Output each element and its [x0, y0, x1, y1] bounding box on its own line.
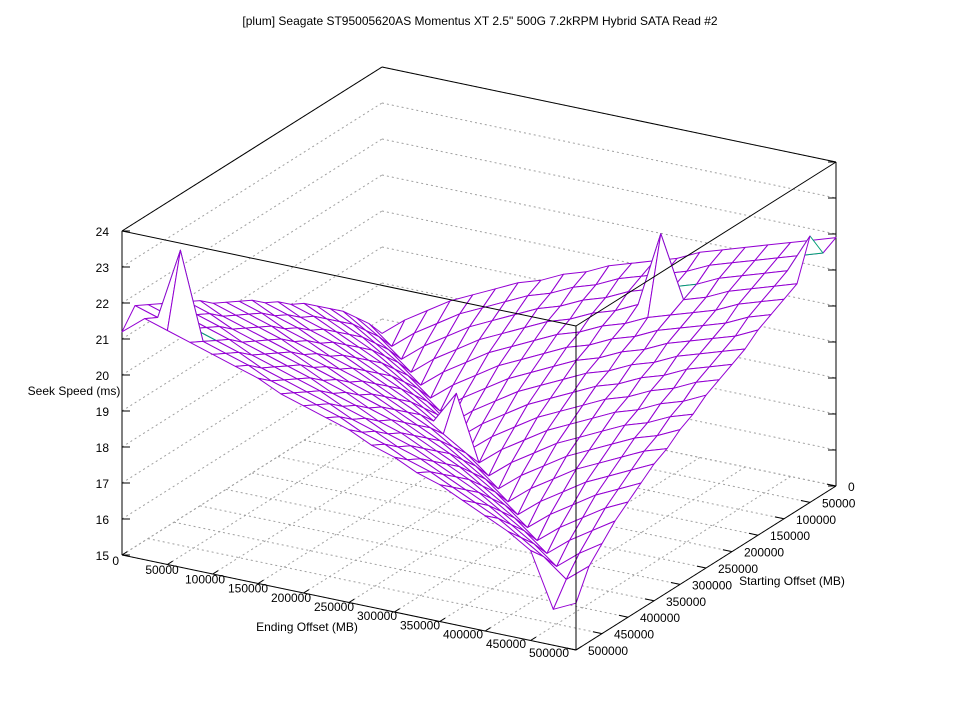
y-tick-label: 450000: [614, 628, 654, 642]
z-tick-label: 18: [96, 441, 110, 455]
x-tick-label: 200000: [271, 591, 311, 605]
box-edge-top-back: [381, 66, 837, 163]
base-grid-line-y: [225, 488, 681, 585]
x-tick-label: 400000: [443, 628, 483, 642]
z-tick-label: 15: [96, 549, 110, 563]
y-tick-mark: [774, 516, 785, 520]
x-tick-mark: [575, 646, 582, 651]
x-tick-mark: [348, 598, 355, 603]
back-wall-grid-line: [121, 138, 383, 304]
x-tick-label: 100000: [185, 572, 225, 586]
y-tick-mark: [748, 532, 759, 536]
x-tick-mark: [484, 627, 491, 632]
base-grid-line-x: [530, 476, 791, 641]
y-tick-mark: [618, 614, 629, 618]
y-tick-mark: [696, 565, 707, 569]
x-tick-mark: [394, 608, 400, 613]
base-grid-line-x: [484, 466, 746, 632]
x-tick-mark: [439, 617, 446, 622]
x-tick-label: 150000: [228, 582, 268, 596]
x-tick-mark: [121, 551, 128, 556]
y-tick-mark: [592, 631, 603, 635]
z-tick-label: 21: [96, 333, 110, 347]
y-tick-label: 350000: [666, 595, 706, 609]
back-wall-grid-line: [381, 138, 837, 235]
back-wall-grid-line: [121, 210, 383, 376]
x-tick-mark: [257, 579, 264, 584]
x-tick-mark: [303, 589, 310, 594]
x-tick-mark: [167, 560, 173, 565]
x-tick-label: 350000: [400, 618, 440, 632]
y-tick-label: 50000: [822, 496, 856, 510]
box-edge-top-left: [121, 66, 383, 232]
chart-title: [plum] Seagate ST95005620AS Momentus XT …: [242, 14, 718, 28]
x-tick-label: 500000: [529, 646, 569, 660]
base-grid-line-y: [251, 472, 707, 569]
x-tick-label: 50000: [145, 563, 179, 577]
y-tick-label: 250000: [718, 562, 758, 576]
y-tick-mark: [800, 500, 811, 503]
y-tick-label: 0: [848, 480, 855, 494]
x-axis-label: Ending Offset (MB): [256, 620, 358, 634]
base-grid-line-y: [147, 538, 603, 635]
x-tick-label: 0: [112, 554, 119, 568]
x-tick-label: 300000: [357, 609, 397, 623]
z-tick-label: 16: [96, 513, 110, 527]
x-tick-mark: [530, 636, 537, 641]
plot-box-front: [121, 161, 837, 650]
y-tick-mark: [722, 549, 733, 553]
x-tick-label: 250000: [314, 600, 354, 614]
y-tick-label: 400000: [640, 611, 680, 625]
surface-cell: [166, 249, 204, 343]
z-tick-label: 24: [96, 225, 110, 239]
base-grid-line-x: [439, 457, 701, 622]
y-tick-mark: [644, 598, 655, 602]
back-wall-grid-line: [121, 246, 383, 412]
x-tick-mark: [212, 570, 219, 575]
z-tick-label: 20: [96, 369, 110, 383]
z-tick-label: 23: [96, 261, 110, 275]
y-tick-mark: [566, 647, 577, 651]
z-axis-label: Seek Speed (ms): [28, 384, 121, 398]
z-tick-label: 17: [96, 477, 110, 491]
y-axis-label: Starting Offset (MB): [739, 574, 845, 588]
surface-mesh: [121, 233, 837, 610]
x-tick-label: 450000: [486, 637, 526, 651]
y-tick-label: 300000: [692, 578, 732, 592]
y-tick-mark: [670, 582, 681, 585]
y-tick-label: 100000: [796, 513, 836, 527]
y-tick-label: 500000: [588, 644, 628, 658]
z-tick-label: 22: [96, 297, 110, 311]
y-tick-label: 150000: [770, 529, 810, 543]
z-tick-label: 19: [96, 405, 110, 419]
tick-labels: 0500001000001500002000002500003000003500…: [96, 161, 856, 660]
back-wall-grid-line: [121, 102, 383, 268]
back-wall-grid-line: [381, 102, 837, 199]
box-edge-top-right: [575, 161, 837, 327]
box-edge-top-front: [121, 230, 577, 327]
y-tick-label: 200000: [744, 546, 784, 560]
